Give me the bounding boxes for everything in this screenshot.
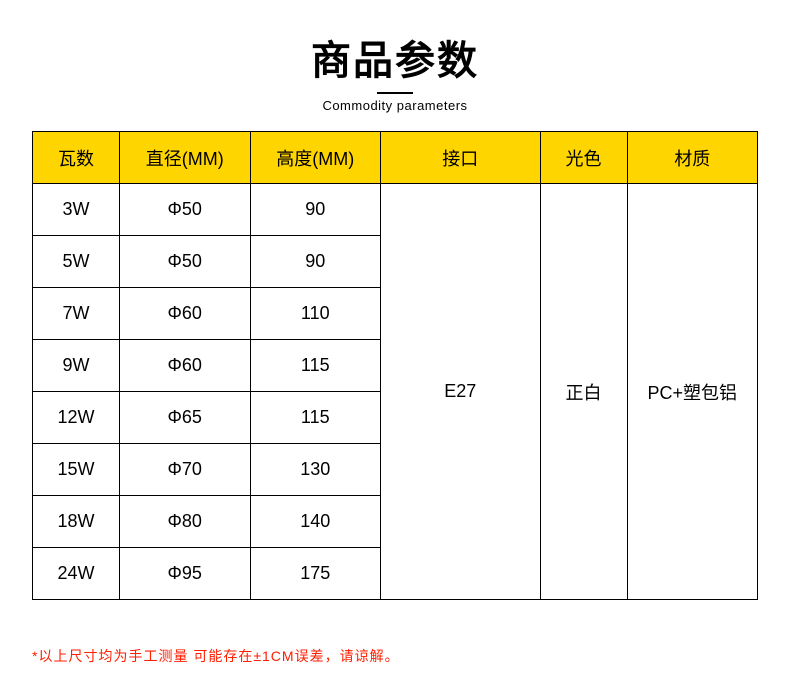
cell-height: 90 bbox=[250, 184, 381, 236]
col-header-color: 光色 bbox=[540, 132, 627, 184]
cell-height: 175 bbox=[250, 548, 381, 600]
cell-height: 140 bbox=[250, 496, 381, 548]
cell-mat-merged: PC+塑包铝 bbox=[627, 184, 758, 600]
table-row: 3W Φ50 90 E27 正白 PC+塑包铝 bbox=[33, 184, 758, 236]
cell-diam: Φ50 bbox=[120, 184, 251, 236]
cell-watt: 12W bbox=[33, 392, 120, 444]
col-header-mat: 材质 bbox=[627, 132, 758, 184]
cell-watt: 24W bbox=[33, 548, 120, 600]
cell-height: 130 bbox=[250, 444, 381, 496]
cell-socket-merged: E27 bbox=[381, 184, 541, 600]
cell-height: 115 bbox=[250, 340, 381, 392]
col-header-watt: 瓦数 bbox=[33, 132, 120, 184]
cell-diam: Φ70 bbox=[120, 444, 251, 496]
cell-watt: 9W bbox=[33, 340, 120, 392]
cell-height: 90 bbox=[250, 236, 381, 288]
cell-watt: 3W bbox=[33, 184, 120, 236]
title-block: 商品参数 Commodity parameters bbox=[0, 0, 790, 113]
cell-diam: Φ50 bbox=[120, 236, 251, 288]
cell-diam: Φ65 bbox=[120, 392, 251, 444]
page-title: 商品参数 bbox=[0, 28, 790, 86]
footnote: *以上尺寸均为手工测量 可能存在±1CM误差，请谅解。 bbox=[32, 646, 400, 666]
cell-watt: 5W bbox=[33, 236, 120, 288]
col-header-diam: 直径(MM) bbox=[120, 132, 251, 184]
spec-table-wrap: 瓦数 直径(MM) 高度(MM) 接口 光色 材质 3W Φ50 90 E27 … bbox=[0, 131, 790, 600]
col-header-height: 高度(MM) bbox=[250, 132, 381, 184]
spec-table: 瓦数 直径(MM) 高度(MM) 接口 光色 材质 3W Φ50 90 E27 … bbox=[32, 131, 758, 600]
cell-diam: Φ80 bbox=[120, 496, 251, 548]
cell-diam: Φ60 bbox=[120, 288, 251, 340]
cell-watt: 18W bbox=[33, 496, 120, 548]
cell-diam: Φ95 bbox=[120, 548, 251, 600]
cell-watt: 7W bbox=[33, 288, 120, 340]
cell-color-merged: 正白 bbox=[540, 184, 627, 600]
cell-height: 110 bbox=[250, 288, 381, 340]
cell-diam: Φ60 bbox=[120, 340, 251, 392]
title-divider bbox=[377, 92, 413, 94]
page-subtitle: Commodity parameters bbox=[0, 98, 790, 113]
cell-height: 115 bbox=[250, 392, 381, 444]
cell-watt: 15W bbox=[33, 444, 120, 496]
col-header-socket: 接口 bbox=[381, 132, 541, 184]
table-header-row: 瓦数 直径(MM) 高度(MM) 接口 光色 材质 bbox=[33, 132, 758, 184]
